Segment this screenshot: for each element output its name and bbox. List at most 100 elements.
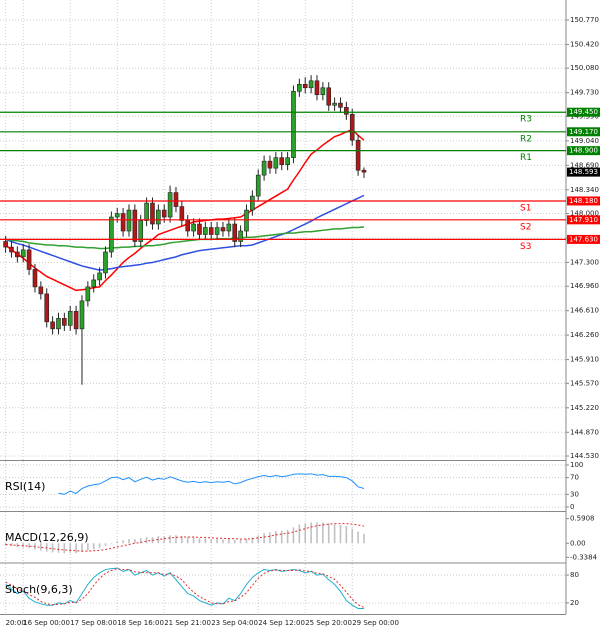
x-tick-label: 17 Sep 08:00 [70, 619, 117, 627]
moving-average [5, 128, 365, 292]
histogram-bar [339, 524, 342, 544]
candle-body [250, 195, 255, 211]
candle-body [38, 286, 44, 295]
candle-body [144, 202, 149, 221]
histogram-bar [87, 543, 89, 551]
histogram-bar [63, 543, 66, 554]
histogram-bar [351, 528, 354, 544]
histogram-bar [233, 539, 236, 544]
candle-body [302, 83, 308, 89]
histogram-bar [333, 524, 336, 544]
level-label: 147.910 [569, 216, 598, 224]
level-name: S1 [520, 203, 531, 213]
x-tick-label: 29 Sep 00:00 [352, 619, 399, 627]
candle-body [132, 209, 138, 242]
level-label-box [567, 234, 600, 244]
y-tick-label: 80 [570, 571, 579, 579]
y-tick-label: 100 [570, 461, 583, 469]
candle-body [50, 321, 55, 330]
candle-body [126, 209, 132, 232]
histogram-bar [175, 535, 177, 544]
candle-body [326, 87, 332, 106]
histogram-bar [163, 536, 166, 544]
candle-body [9, 246, 14, 253]
candle-body [79, 300, 85, 330]
candle-body [73, 311, 79, 330]
level-name: R2 [520, 134, 532, 144]
candle-body [62, 318, 67, 326]
y-tick-label: 146.260 [570, 331, 599, 339]
histogram-bar [81, 543, 83, 552]
y-tick-label: 145.220 [570, 404, 599, 412]
histogram-bar [128, 539, 130, 544]
candle-body [355, 139, 361, 171]
histogram-bar [275, 531, 277, 544]
x-tick-label: 25 Sep 20:00 [305, 619, 352, 627]
histogram-bar [169, 535, 171, 544]
y-tick-label: 70 [570, 474, 579, 482]
candle-body [255, 174, 261, 197]
candle-body [349, 114, 355, 141]
candle-body [120, 213, 126, 232]
level-label-box [567, 196, 600, 206]
y-tick-label: 149.040 [570, 137, 599, 145]
histogram-bar [116, 541, 119, 544]
last-price-box [567, 167, 600, 177]
level-label: 148.900 [569, 147, 598, 155]
moving-average [5, 226, 365, 250]
histogram-bar [263, 533, 265, 544]
level-label: 149.450 [569, 108, 598, 116]
y-tick-label: 146.610 [570, 307, 599, 315]
histogram-bar [40, 543, 42, 551]
panel-title: RSI(14) [5, 480, 45, 493]
histogram-bar [75, 543, 77, 554]
histogram-bar [292, 527, 295, 544]
histogram-bar [98, 543, 101, 549]
level-label: 147.630 [569, 235, 598, 243]
candle-body [15, 251, 20, 258]
x-tick-label: 23 Sep 04:00 [211, 619, 258, 627]
histogram-bar [139, 538, 142, 544]
candle-body [361, 169, 367, 173]
level-label-box [567, 215, 600, 225]
histogram-bar [16, 543, 19, 547]
histogram-bar [304, 523, 307, 544]
panel-title: MACD(12,26,9) [5, 531, 89, 544]
histogram-bar [298, 524, 301, 544]
level-name: R1 [520, 153, 532, 163]
histogram-bar [92, 543, 95, 550]
histogram-bar [245, 538, 248, 544]
candle-body [214, 227, 220, 235]
candle-body [238, 230, 243, 242]
x-tick-label: 16 Sep 00:00 [23, 619, 70, 627]
y-tick-label: 0.5908 [570, 515, 595, 523]
histogram-bar [198, 538, 201, 544]
candle-body [208, 227, 214, 235]
histogram-bar [222, 539, 224, 544]
y-tick-label: 144.870 [570, 428, 599, 436]
candle-body [114, 213, 120, 218]
candle-body [179, 206, 185, 221]
histogram-bar [186, 537, 189, 544]
histogram-bar [122, 540, 124, 544]
histogram-bar [4, 543, 7, 546]
histogram-bar [216, 539, 218, 544]
candle-body [226, 223, 232, 232]
candle-body [44, 293, 50, 323]
indicator-line [5, 568, 365, 608]
y-tick-label: 150.080 [570, 64, 599, 72]
histogram-bar [157, 536, 160, 544]
histogram-bar [134, 539, 136, 544]
candle-body [32, 269, 38, 288]
candle-body [344, 107, 349, 115]
histogram-bar [69, 543, 72, 553]
y-tick-label: 150.770 [570, 16, 599, 24]
histogram-bar [239, 539, 242, 544]
candle-body [273, 157, 279, 169]
histogram-bar [280, 530, 283, 544]
histogram-bar [316, 522, 318, 544]
histogram-bar [345, 526, 348, 544]
y-tick-label: 145.570 [570, 379, 599, 387]
candle-body [320, 87, 326, 96]
